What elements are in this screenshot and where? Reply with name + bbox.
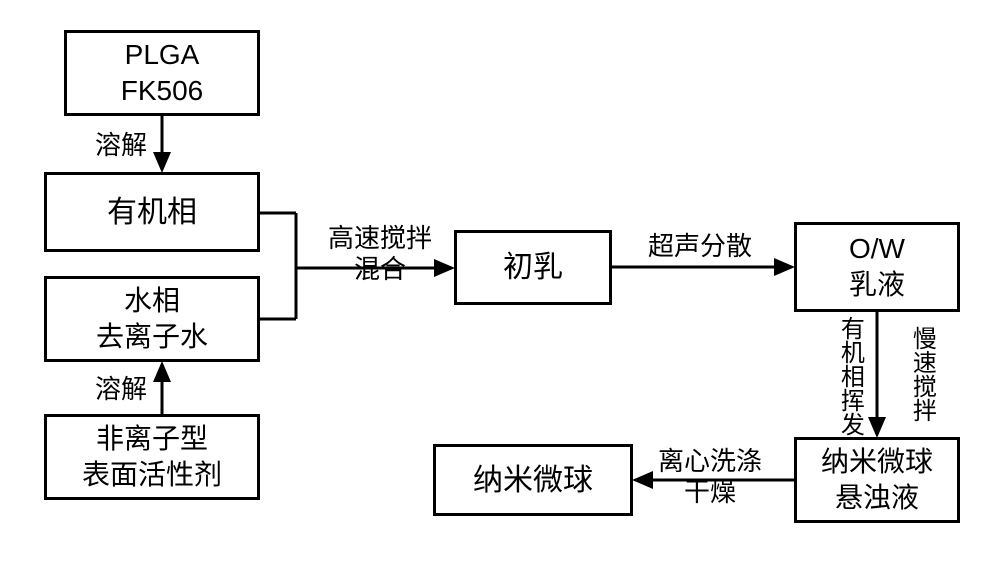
label-evaporate: 有机相挥发 [836,316,862,436]
label-slow-stir: 慢速搅拌 [908,326,934,422]
node-text: 有机相 [107,193,197,232]
node-text: 乳液 [849,267,905,303]
node-text: PLGA [125,37,200,73]
node-suspension: 纳米微球 悬浊液 [794,437,960,523]
node-text: 去离子水 [96,319,208,355]
label-text: 高速搅拌 [328,223,432,254]
label-dissolve2: 溶解 [95,374,147,405]
label-text: 混合 [328,254,432,285]
node-text: 表面活性剂 [82,457,222,493]
node-plga: PLGA FK506 [64,30,260,116]
label-text: 离心洗涤 [658,446,762,477]
node-text: 非离子型 [96,421,208,457]
node-text: 初乳 [503,248,563,287]
node-text: 纳米微球 [473,461,593,500]
node-text: 水相 [124,283,180,319]
label-mix: 高速搅拌 混合 [328,223,432,285]
label-ultrasonic: 超声分散 [648,231,752,262]
label-dissolve1: 溶解 [95,130,147,161]
node-text: 纳米微球 [821,444,933,480]
node-aqueous-phase: 水相 去离子水 [44,276,260,362]
node-ow-emulsion: O/W 乳液 [794,222,960,312]
label-text: 干燥 [658,477,762,508]
node-text: 悬浊液 [835,480,919,516]
node-colostrum: 初乳 [454,230,612,305]
node-microspheres: 纳米微球 [433,444,633,516]
node-surfactant: 非离子型 表面活性剂 [44,414,260,500]
node-organic-phase: 有机相 [44,172,260,252]
node-text: FK506 [121,73,204,109]
node-text: O/W [849,231,905,267]
label-centrifuge: 离心洗涤 干燥 [658,446,762,508]
